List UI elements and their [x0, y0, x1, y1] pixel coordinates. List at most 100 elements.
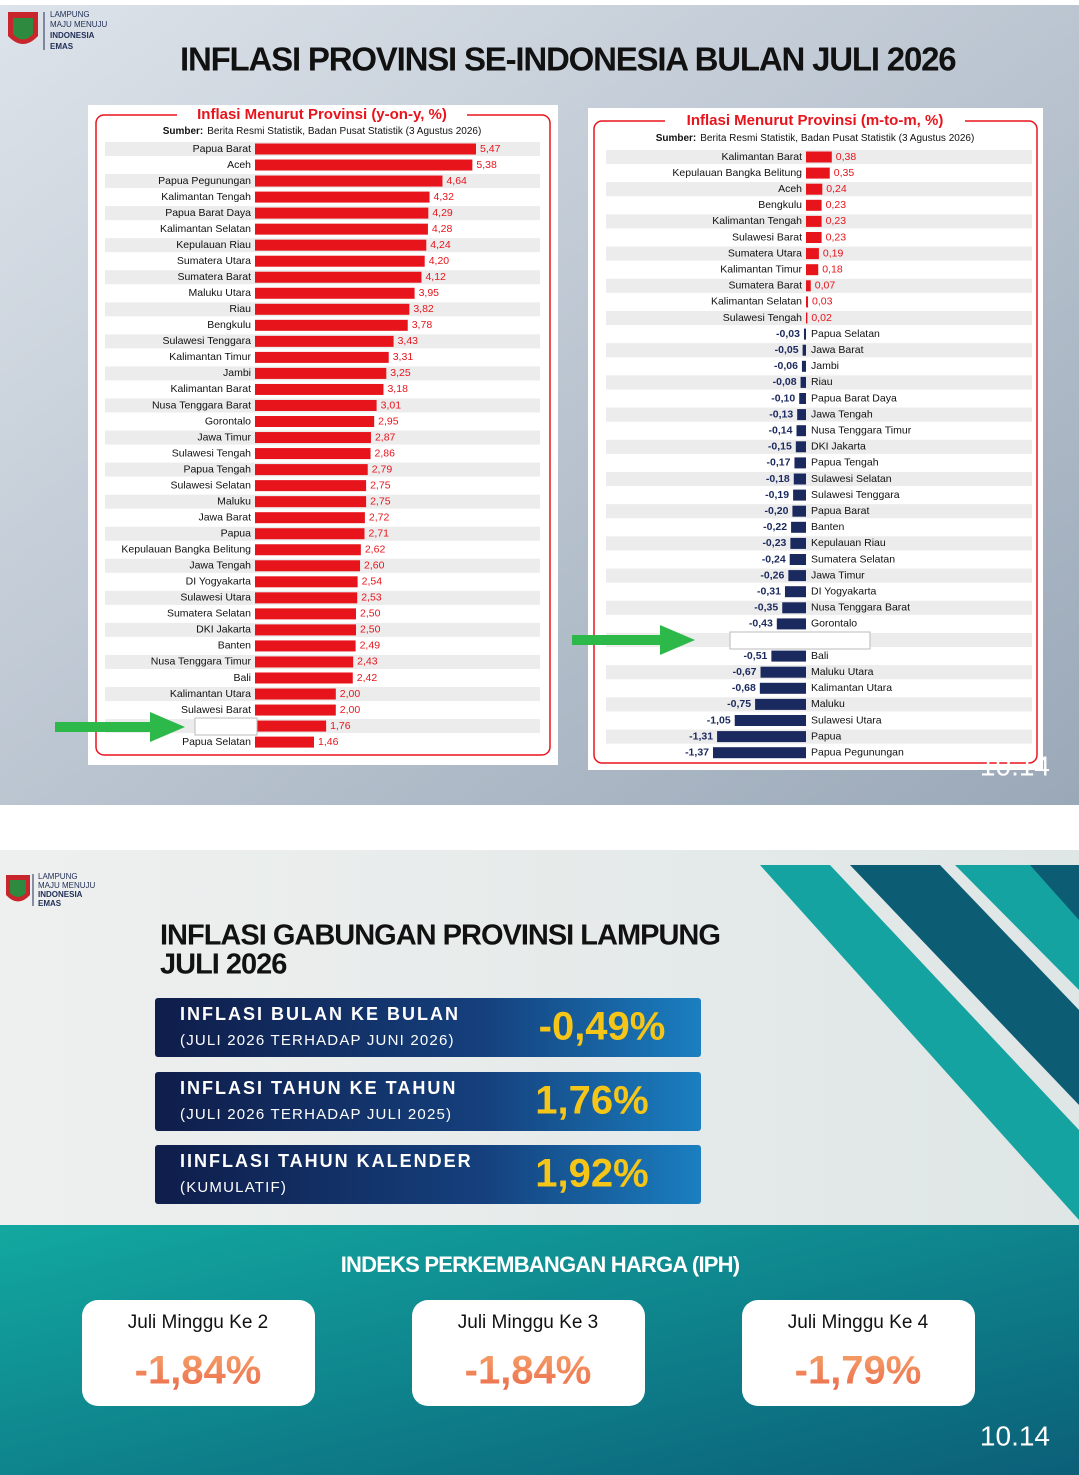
category-label: Papua Selatan [811, 328, 880, 340]
bar [800, 376, 806, 388]
value-label: 3,95 [419, 287, 440, 299]
category-label: Nusa Tenggara Barat [152, 399, 251, 411]
chart-title: Inflasi Menurut Provinsi (y-on-y, %) [197, 106, 447, 123]
value-label: 0,24 [826, 183, 847, 195]
bar [794, 457, 806, 469]
value-label: 2,79 [372, 463, 393, 475]
value-label: -0,24 [762, 553, 786, 565]
bar [255, 335, 394, 347]
value-label: -0,20 [764, 505, 788, 517]
card-subtitle: (JULI 2026 TERHADAP JULI 2025) [180, 1106, 452, 1123]
slide-title: INFLASI GABUNGAN PROVINSI LAMPUNG [160, 920, 720, 952]
category-label: Jawa Timur [811, 569, 865, 581]
highlight-box [729, 631, 871, 650]
value-label: 2,71 [368, 528, 389, 540]
row-background [606, 439, 1032, 454]
value-label: -0,18 [766, 473, 790, 485]
value-label: 4,28 [432, 223, 453, 235]
value-label: -0,43 [749, 618, 773, 630]
value-label: 0,18 [822, 263, 843, 275]
bar [255, 656, 354, 668]
bar [806, 248, 819, 260]
card-title: INFLASI BULAN KE BULAN [180, 1004, 460, 1024]
value-label: -0,13 [769, 408, 793, 420]
category-label: Jawa Barat [198, 511, 251, 523]
category-label: Papua Barat [811, 505, 869, 517]
source-label: Sumber: [163, 126, 204, 137]
stripe [955, 865, 1079, 990]
value-label: 2,54 [362, 576, 383, 588]
chart: Inflasi Menurut Provinsi (m-to-m, %) Sumb… [606, 111, 1032, 758]
bar [791, 521, 806, 533]
value-label: 3,25 [390, 367, 411, 379]
category-label: Riau [811, 376, 833, 388]
bar [802, 344, 806, 356]
category-label: Jawa Tengah [189, 560, 251, 572]
category-label: Maluku Utara [189, 287, 252, 299]
bar [789, 554, 806, 565]
category-label: Maluku Utara [811, 666, 874, 678]
value-label: 3,31 [393, 351, 414, 363]
logo-text: MAJU MENUJU [38, 881, 96, 890]
value-label: 3,01 [381, 399, 402, 411]
category-label: DI Yogyakarta [811, 585, 877, 597]
category-label: Sumatera Barat [728, 280, 802, 292]
value-label: -0,51 [743, 650, 767, 662]
logo-text: EMAS [50, 42, 74, 51]
category-label: Kepulauan Bangka Belitung [672, 167, 802, 179]
bar [255, 255, 425, 267]
card-title: INFLASI TAHUN KE TAHUN [180, 1078, 457, 1098]
card-subtitle: (KUMULATIF) [180, 1179, 287, 1196]
iph-card-title: Juli Minggu Ke 3 [458, 1312, 598, 1333]
category-label: Riau [229, 303, 251, 315]
category-label: Kalimantan Utara [170, 688, 251, 700]
row-background [606, 375, 1032, 390]
category-label: Nusa Tenggara Timur [151, 656, 252, 668]
value-label: -0,75 [727, 698, 751, 710]
bar [793, 473, 806, 485]
bar [713, 747, 806, 759]
row-background [606, 729, 1032, 744]
category-label: Gorontalo [811, 618, 857, 630]
row-background [606, 536, 1032, 551]
logo-text: LAMPUNG [50, 10, 90, 19]
category-label: Kepulauan Riau [811, 537, 886, 549]
card [155, 1072, 701, 1131]
value-label: 0,23 [826, 199, 847, 211]
bar [760, 666, 806, 678]
value-label: 2,49 [360, 640, 381, 652]
category-label: Papua Barat [193, 143, 251, 155]
card-value: -0,49% [539, 1005, 666, 1049]
bar [255, 640, 356, 652]
value-label: -0,26 [760, 569, 784, 581]
value-label: 0,03 [812, 296, 833, 308]
category-label: Kalimantan Tengah [161, 191, 251, 203]
bar [806, 296, 809, 308]
bar [806, 199, 822, 211]
bar [255, 544, 361, 556]
iph-card [82, 1300, 315, 1406]
bar [255, 303, 410, 315]
iph-card-title: Juli Minggu Ke 2 [128, 1312, 268, 1333]
value-label: 3,43 [398, 335, 419, 347]
source-label: Sumber: [656, 133, 697, 144]
value-label: 2,75 [370, 495, 391, 507]
value-label: 0,02 [811, 312, 832, 324]
bar [759, 682, 806, 694]
logo-shield-inner [13, 18, 33, 40]
category-label: Banten [811, 521, 844, 533]
bar [255, 688, 336, 700]
bar [255, 576, 358, 588]
bar [255, 319, 408, 331]
bar [255, 464, 368, 476]
bar [796, 425, 806, 437]
title-background [177, 105, 467, 125]
bar [255, 592, 358, 604]
value-label: 3,78 [412, 319, 433, 331]
category-label: Kepulauan Bangka Belitung [121, 544, 251, 556]
logo-shield-inner [10, 880, 26, 897]
bar [255, 704, 336, 716]
category-label: Sumatera Selatan [167, 608, 251, 620]
bar [255, 175, 443, 187]
category-label: Sulawesi Tenggara [811, 489, 900, 501]
